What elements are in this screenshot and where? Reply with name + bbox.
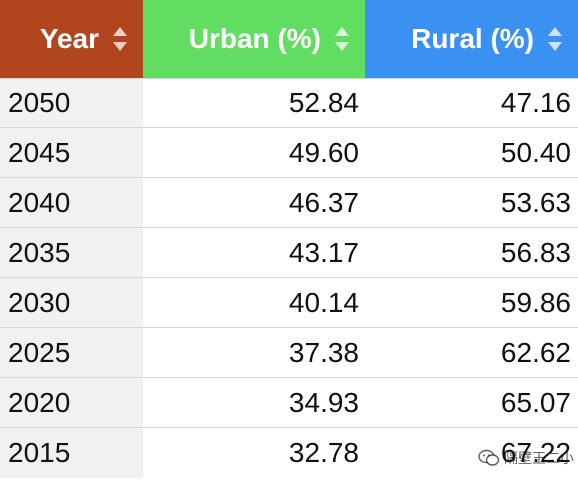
cell-rural: 59.86 — [500, 286, 571, 318]
cell-urban: 52.84 — [143, 78, 365, 127]
table-body: 2050 52.84 47.16 2045 49.60 50.40 2040 4… — [0, 78, 578, 478]
cell-rural: 53.63 — [500, 186, 571, 218]
cell-year: 2030 — [0, 278, 143, 327]
column-header-label: Rural (%) — [411, 23, 534, 54]
column-header-label: Urban (%) — [188, 23, 321, 54]
cell-rural: 47.16 — [365, 78, 578, 127]
cell-year: 2045 — [0, 128, 143, 177]
cell-urban: 34.93 — [288, 386, 359, 418]
cell-year: 2050 — [0, 78, 143, 127]
table-row: 2015 32.78 67.22 — [0, 428, 578, 478]
cell-year: 2015 — [0, 428, 143, 478]
table-row: 2030 40.14 59.86 — [0, 278, 578, 328]
cell-rural: 56.83 — [500, 236, 571, 268]
cell-rural: 65.07 — [500, 386, 571, 418]
cell-year: 2040 — [0, 178, 143, 227]
cell-rural: 50.40 — [500, 136, 571, 168]
cell-year: 2020 — [0, 378, 143, 427]
table-header: Year Urban (%) Rural (%) — [0, 0, 578, 78]
sort-up-down-icon[interactable] — [333, 24, 351, 54]
column-header-label: Year — [39, 23, 99, 54]
table-row: 2025 37.38 62.62 — [0, 328, 578, 378]
table-row: 2045 49.60 50.40 — [0, 128, 578, 178]
cell-year: 2035 — [0, 228, 143, 277]
table-row: 2020 34.93 65.07 — [0, 378, 578, 428]
sort-up-down-icon[interactable] — [546, 24, 564, 54]
table-row: 2040 46.37 53.63 — [0, 178, 578, 228]
cell-year: 2025 — [0, 328, 143, 377]
column-header-year[interactable]: Year — [0, 0, 143, 78]
column-header-urban[interactable]: Urban (%) — [143, 0, 365, 78]
cell-urban: 46.37 — [288, 186, 359, 218]
sort-up-down-icon[interactable] — [111, 24, 129, 54]
cell-urban: 40.14 — [288, 286, 359, 318]
cell-urban: 49.60 — [288, 136, 359, 168]
table-row: 2050 52.84 47.16 — [0, 78, 578, 128]
column-header-rural[interactable]: Rural (%) — [365, 0, 578, 78]
cell-urban: 32.78 — [288, 437, 359, 468]
cell-urban: 43.17 — [288, 236, 359, 268]
cell-urban: 37.38 — [288, 336, 359, 368]
cell-rural: 62.62 — [500, 336, 571, 368]
table-row: 2035 43.17 56.83 — [0, 228, 578, 278]
cell-rural: 67.22 — [500, 437, 571, 468]
